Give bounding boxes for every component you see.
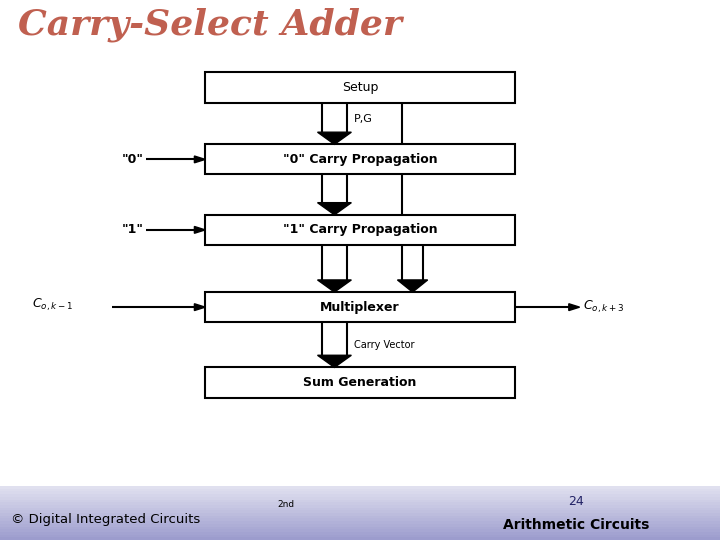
Polygon shape	[318, 280, 351, 292]
Text: 2nd: 2nd	[277, 501, 294, 509]
Bar	[0, 513, 720, 516]
Text: "1" Carry Propagation: "1" Carry Propagation	[283, 224, 437, 237]
Bar	[0, 491, 720, 494]
Polygon shape	[318, 355, 351, 367]
Text: P,G: P,G	[354, 113, 373, 124]
Bar	[0, 521, 720, 524]
Polygon shape	[569, 303, 580, 310]
Text: Carry Vector: Carry Vector	[354, 340, 415, 350]
Text: Carry-Select Adder: Carry-Select Adder	[18, 7, 402, 42]
Bar	[0, 502, 720, 505]
Text: "1": "1"	[122, 224, 144, 237]
Bar	[205, 215, 515, 245]
Text: Sum Generation: Sum Generation	[303, 376, 417, 389]
Bar	[205, 72, 515, 103]
Text: $C_{o,k+3}$: $C_{o,k+3}$	[583, 299, 624, 315]
Text: Arithmetic Circuits: Arithmetic Circuits	[503, 518, 649, 532]
Bar	[0, 535, 720, 537]
Text: "0": "0"	[122, 153, 144, 166]
Polygon shape	[194, 226, 205, 233]
Bar	[0, 497, 720, 500]
Bar	[0, 537, 720, 540]
Text: © Digital Integrated Circuits: © Digital Integrated Circuits	[11, 513, 200, 526]
Bar	[205, 144, 515, 174]
Polygon shape	[318, 132, 351, 144]
Bar	[0, 489, 720, 491]
Text: "0" Carry Propagation: "0" Carry Propagation	[283, 153, 437, 166]
Text: 24: 24	[568, 495, 584, 508]
Bar	[0, 494, 720, 497]
Bar	[0, 529, 720, 532]
Bar	[0, 526, 720, 529]
Bar	[0, 518, 720, 521]
Bar	[0, 505, 720, 508]
Polygon shape	[397, 280, 428, 292]
Bar	[0, 508, 720, 510]
Bar	[0, 500, 720, 502]
Text: Setup: Setup	[342, 81, 378, 94]
Bar	[0, 486, 720, 489]
Bar	[0, 510, 720, 513]
Text: $C_{o,k-1}$: $C_{o,k-1}$	[32, 296, 73, 313]
Polygon shape	[194, 303, 205, 310]
Bar	[0, 516, 720, 518]
Bar	[0, 532, 720, 535]
Bar	[0, 524, 720, 526]
Bar	[205, 367, 515, 397]
Polygon shape	[318, 202, 351, 215]
Polygon shape	[194, 156, 205, 163]
Text: Multiplexer: Multiplexer	[320, 301, 400, 314]
Bar	[205, 292, 515, 322]
